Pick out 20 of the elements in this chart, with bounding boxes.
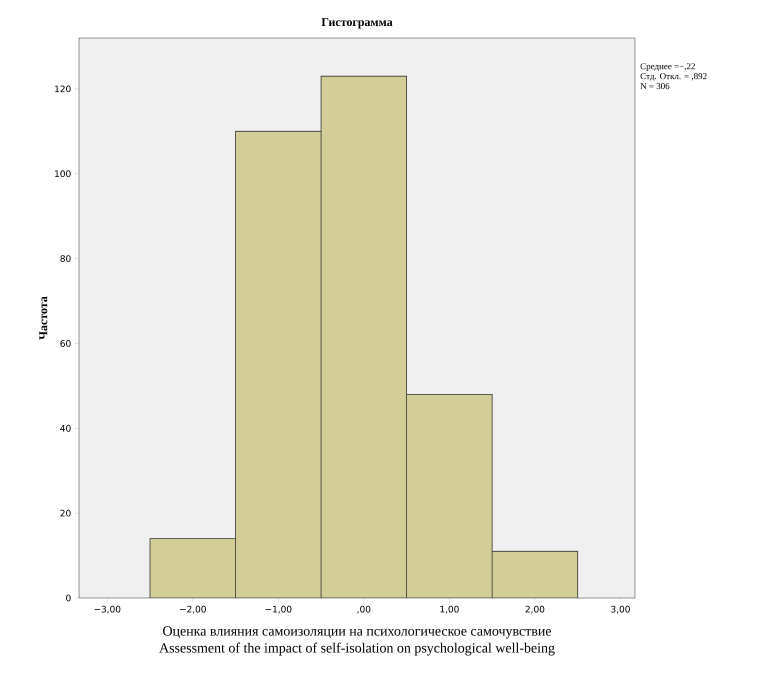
text: Стд. Откл. = ,892 [640, 73, 707, 81]
x-tick-label: 2,00 [526, 606, 544, 614]
x-tick-label: 3,00 [611, 606, 630, 614]
x-axis-title: Оценка влияния самоизоляции на психологическое самочувствие Assessment of the impact of self-isolation on psychological well-being [159, 626, 555, 656]
y-tick-label: 80 [60, 255, 71, 262]
x-tick-label: −3,00 [94, 606, 120, 614]
x-tick-label: −1,00 [266, 606, 292, 614]
y-tick-label: 60 [60, 340, 71, 347]
x-tick-label: 1,00 [440, 606, 459, 614]
chart-title: Гистограмма [322, 18, 392, 28]
y-tick-label: 100 [55, 170, 71, 178]
x-tick-label: ,00 [357, 606, 370, 614]
y-tick-label: 40 [60, 424, 71, 432]
y-axis-title: Частота [39, 296, 48, 340]
y-tick-label: 0 [66, 594, 71, 602]
y-tick-label: 20 [60, 510, 71, 517]
y-tick-label: 120 [55, 86, 71, 92]
text: N = 306 [640, 83, 670, 90]
x-tick-label: −2,00 [180, 606, 206, 614]
text: Среднее =−,22 [640, 63, 695, 72]
